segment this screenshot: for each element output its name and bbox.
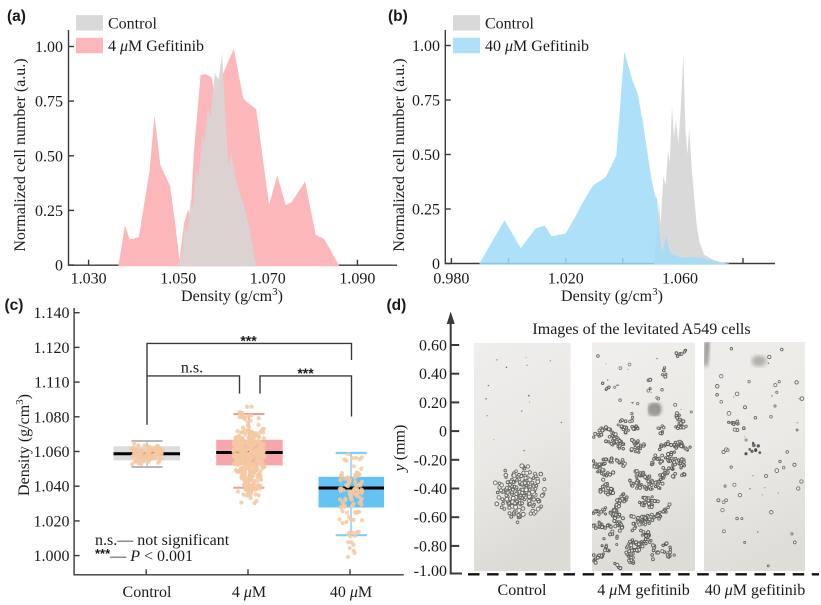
svg-text:0: 0 [432, 256, 440, 273]
svg-text:1.040: 1.040 [34, 479, 70, 496]
svg-text:0.20: 0.20 [419, 395, 447, 412]
svg-text:1.080: 1.080 [34, 409, 70, 426]
svg-text:Control: Control [108, 16, 157, 33]
svg-text:0.75: 0.75 [35, 94, 63, 111]
svg-text:***: *** [240, 333, 257, 349]
svg-text:0.75: 0.75 [412, 93, 440, 110]
svg-text:1.140: 1.140 [34, 305, 70, 322]
svg-text:Control: Control [498, 582, 547, 599]
svg-text:4 μM gefitinib: 4 μM gefitinib [597, 582, 689, 599]
svg-text:1.000: 1.000 [34, 548, 70, 565]
svg-text:4 μM: 4 μM [232, 584, 266, 601]
svg-text:40 μM gefitinib: 40 μM gefitinib [705, 582, 805, 599]
svg-text:***— P < 0.001: ***— P < 0.001 [95, 546, 193, 565]
svg-text:0.40: 0.40 [419, 366, 447, 383]
svg-text:0: 0 [439, 424, 447, 441]
svg-text:1.00: 1.00 [412, 38, 440, 55]
svg-text:***: *** [297, 365, 314, 381]
svg-text:Control: Control [485, 16, 534, 33]
svg-text:40 μM Gefitinib: 40 μM Gefitinib [485, 38, 589, 55]
svg-text:1.060: 1.060 [662, 271, 698, 288]
svg-text:-0.20: -0.20 [414, 452, 447, 469]
svg-text:n.s.: n.s. [181, 360, 203, 377]
svg-text:-0.80: -0.80 [414, 538, 447, 555]
svg-text:0.980: 0.980 [433, 271, 469, 288]
svg-text:1.030: 1.030 [71, 271, 107, 288]
svg-text:1.120: 1.120 [34, 340, 70, 357]
svg-text:40 μM: 40 μM [330, 584, 372, 601]
svg-text:0.50: 0.50 [412, 147, 440, 164]
svg-text:(a): (a) [7, 8, 26, 25]
svg-text:1.00: 1.00 [35, 39, 63, 56]
svg-text:(c): (c) [5, 297, 24, 314]
svg-text:Normalized cell number (a.u.): Normalized cell number (a.u.) [391, 58, 408, 251]
svg-text:Density (g/cm3): Density (g/cm3) [14, 394, 33, 496]
svg-text:1.070: 1.070 [250, 271, 286, 288]
svg-text:1.020: 1.020 [34, 513, 70, 530]
svg-text:Images of the levitated A549 c: Images of the levitated A549 cells [532, 321, 750, 338]
svg-text:(b): (b) [388, 8, 408, 25]
svg-text:(d): (d) [387, 297, 407, 314]
svg-text:-1.00: -1.00 [414, 563, 447, 580]
svg-text:0.25: 0.25 [412, 202, 440, 219]
svg-text:1.090: 1.090 [339, 271, 375, 288]
svg-text:-0.60: -0.60 [414, 510, 447, 527]
svg-text:Density (g/cm3): Density (g/cm3) [181, 286, 283, 305]
svg-text:1.020: 1.020 [548, 271, 584, 288]
svg-text:1.110: 1.110 [34, 375, 69, 392]
svg-text:0.50: 0.50 [35, 148, 63, 165]
svg-text:y (mm): y (mm) [392, 425, 409, 474]
svg-text:1.060: 1.060 [34, 444, 70, 461]
svg-text:Density (g/cm3): Density (g/cm3) [561, 286, 663, 305]
svg-text:n.s.— not significant: n.s.— not significant [95, 532, 230, 549]
svg-text:0: 0 [55, 258, 63, 275]
svg-text:-0.40: -0.40 [414, 481, 447, 498]
svg-text:0.25: 0.25 [35, 203, 63, 220]
svg-text:0.60: 0.60 [419, 338, 447, 355]
svg-text:1.050: 1.050 [160, 271, 196, 288]
svg-text:Normalized cell number (a.u.): Normalized cell number (a.u.) [12, 58, 29, 251]
svg-text:Control: Control [123, 584, 172, 601]
svg-text:4 μM Gefitinib: 4 μM Gefitinib [108, 38, 204, 55]
